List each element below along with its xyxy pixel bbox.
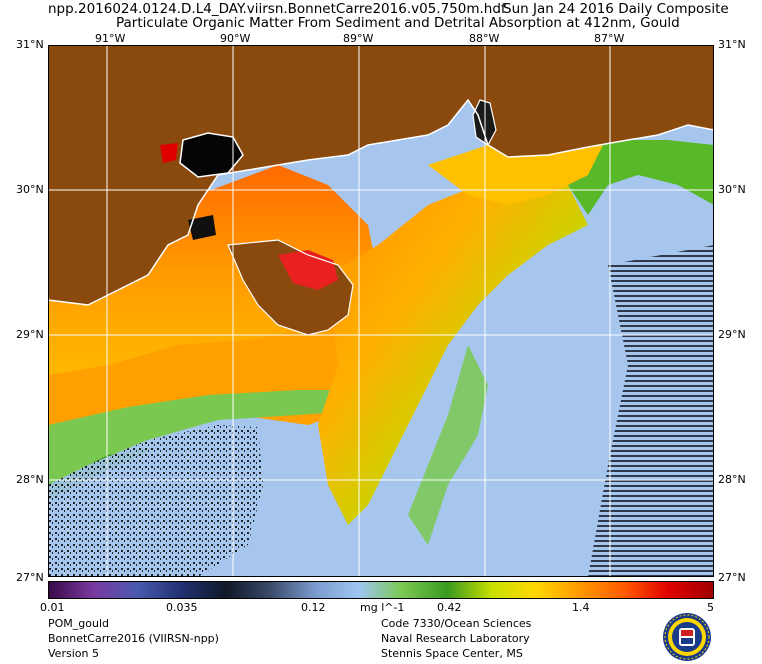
footer-left-version: Version 5	[48, 647, 99, 660]
lat-label-left-29: 29°N	[16, 328, 44, 341]
lat-label-left-31: 31°N	[16, 38, 44, 51]
lake-pontchartrain	[179, 132, 244, 178]
footer-right-lab: Naval Research Laboratory	[381, 632, 530, 645]
green-shelf-band	[48, 390, 378, 485]
composite-date: Sun Jan 24 2016 Daily Composite	[503, 1, 729, 17]
lat-label-right-29: 29°N	[718, 328, 746, 341]
lon-label-90: 90°W	[220, 32, 251, 45]
colorbar	[48, 581, 714, 599]
lat-label-right-30: 30°N	[718, 183, 746, 196]
footer-right-location: Stennis Space Center, MS	[381, 647, 523, 660]
naval-research-laboratory-seal-icon	[663, 613, 711, 661]
file-name: npp.2016024.0124.D.L4_DAY.viirsn.BonnetC…	[48, 1, 506, 17]
colorbar-unit: mg l^-1	[360, 601, 405, 614]
lon-label-88: 88°W	[469, 32, 500, 45]
mississippi-plume	[318, 165, 588, 525]
footer-left-product: POM_gould	[48, 617, 110, 630]
lat-label-left-28: 28°N	[16, 473, 44, 486]
coastline	[48, 98, 714, 306]
green-shelf-edge	[48, 447, 158, 500]
footer-right-code: Code 7330/Ocean Sciences	[381, 617, 532, 630]
satellite-map	[48, 45, 714, 577]
colorbar-tick-0: 0.01	[40, 601, 65, 614]
colorbar-tick-1: 0.035	[166, 601, 198, 614]
lat-label-right-27: 27°N	[718, 571, 746, 584]
colorbar-tick-4: 1.4	[572, 601, 590, 614]
lat-label-right-31: 31°N	[718, 38, 746, 51]
colorbar-tick-5: 5	[707, 601, 714, 614]
colorbar-tick-3: 0.42	[437, 601, 462, 614]
graticule	[48, 45, 714, 577]
marsh-red-patch	[160, 143, 178, 163]
land-mass	[48, 45, 714, 305]
lat-label-right-28: 28°N	[718, 473, 746, 486]
lon-label-87: 87°W	[594, 32, 625, 45]
footer-left-dataset: BonnetCarre2016 (VIIRSN-npp)	[48, 632, 219, 645]
lon-label-91: 91°W	[95, 32, 126, 45]
lon-label-89: 89°W	[343, 32, 374, 45]
plume-green-filament	[408, 345, 488, 545]
lat-label-left-27: 27°N	[16, 571, 44, 584]
marsh-dark-patch	[188, 215, 216, 240]
colorbar-tick-2: 0.12	[301, 601, 326, 614]
cloud-noise-east	[588, 245, 714, 577]
cloud-noise-southwest	[48, 425, 263, 577]
lat-label-left-30: 30°N	[16, 183, 44, 196]
delta-coastline	[227, 239, 354, 336]
product-title: Particulate Organic Matter From Sediment…	[116, 15, 680, 31]
